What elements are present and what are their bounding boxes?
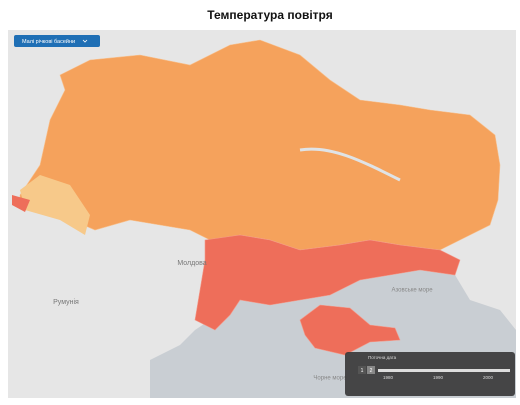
timeline-button[interactable] <box>367 366 375 374</box>
dropdown-label[interactable]: Малі річкові басейни <box>22 38 75 45</box>
label-moldova: Молдова <box>177 260 206 267</box>
timeline: Поточна дата 1 2 1980 1990 2000 <box>345 352 515 396</box>
label-azov-sea: Азовське море <box>391 288 433 294</box>
crimea <box>299 304 401 356</box>
region-north <box>19 39 501 251</box>
map: Молдова Румунія Азовське море Чорне море <box>8 30 516 398</box>
timeline-tick: 1990 <box>433 375 444 380</box>
timeline-button-label[interactable]: 1 <box>361 368 364 374</box>
region-west <box>20 175 90 235</box>
river <box>299 147 401 182</box>
label-black-sea: Чорне море <box>313 376 347 382</box>
timeline-tick: 2000 <box>483 375 494 380</box>
timeline-panel <box>345 352 515 396</box>
timeline-button[interactable] <box>358 366 366 374</box>
timeline-tick: 1980 <box>383 375 394 380</box>
title: Температура повітря <box>207 8 332 22</box>
timeline-track[interactable] <box>378 369 510 372</box>
dropdown[interactable]: Малі річкові басейни <box>14 35 100 47</box>
label-romania: Румунія <box>53 298 79 306</box>
region-south <box>194 234 461 331</box>
dropdown-button[interactable] <box>14 35 100 47</box>
region-west-edge <box>12 195 30 212</box>
timeline-title: Поточна дата <box>368 355 397 360</box>
dropdown-arrow <box>82 39 88 43</box>
timeline-button-label[interactable]: 2 <box>370 368 373 374</box>
